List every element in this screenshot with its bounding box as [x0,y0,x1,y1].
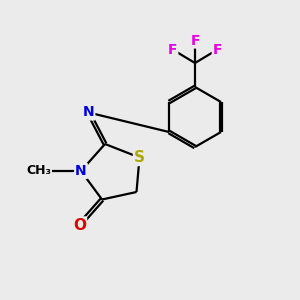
Text: CH₃: CH₃ [26,164,51,178]
Text: N: N [75,164,87,178]
Text: O: O [73,218,86,232]
Text: S: S [134,150,145,165]
Text: N: N [83,106,94,119]
Text: F: F [190,34,200,47]
Text: F: F [213,43,222,56]
Text: F: F [168,43,177,56]
